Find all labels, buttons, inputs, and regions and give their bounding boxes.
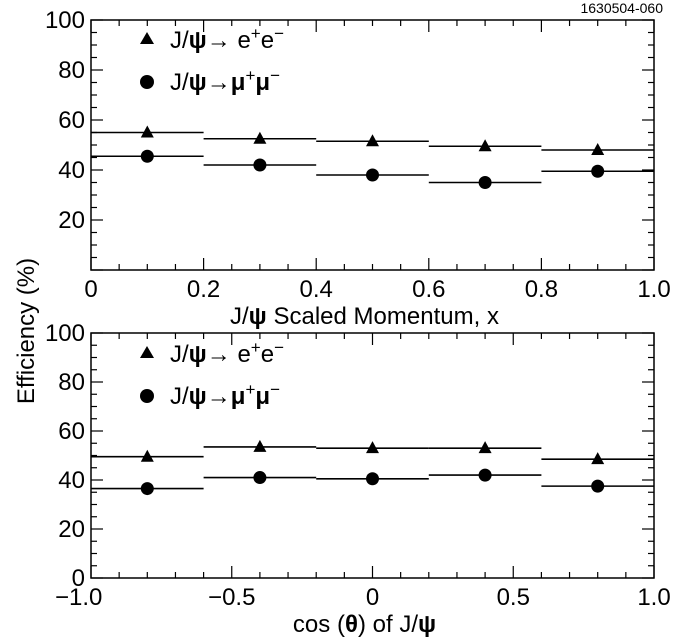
x-tick-label: −1.0 [55,584,102,611]
legend-marker-mumu [140,75,154,89]
y-tick-label: 0 [72,565,85,592]
data-point-ee [253,439,267,452]
x-tick-label: 0.6 [412,276,445,303]
data-point-ee [478,441,492,454]
data-point-ee [140,449,154,462]
y-tick-label: 20 [58,516,85,543]
data-point-ee [140,125,154,138]
x-tick-label: −0.5 [208,584,255,611]
x-axis-title: cos (θ) of J/ψ [293,611,436,638]
y-tick-label: 80 [58,369,85,396]
y-tick-label: 40 [58,467,85,494]
x-axis-title: J/ψ Scaled Momentum, x [230,303,499,330]
legend-marker-ee [140,346,154,358]
data-point-ee [366,441,379,454]
legend-label-mumu: J/ψ→μ+μ− [170,66,280,96]
data-point-mumu [591,164,605,178]
legend-marker-mumu [140,389,154,403]
x-tick-label: 0.8 [525,276,558,303]
x-tick-label: 0.5 [497,584,530,611]
legend-marker-ee [140,32,154,44]
figure-id: 1630504-060 [580,0,663,16]
legend-label-ee: J/ψ→ e+e− [170,24,284,54]
y-tick-label: 20 [58,207,85,234]
x-tick-label: 0 [84,276,97,303]
shared-y-axis-title: Efficiency (%) [13,258,40,404]
data-point-mumu [140,149,154,163]
y-tick-label: 80 [58,57,85,84]
data-point-ee [591,452,605,465]
data-point-ee [366,134,379,147]
data-point-ee [253,131,267,144]
y-tick-label: 60 [58,418,85,445]
data-point-ee [591,143,605,155]
data-point-mumu [478,468,492,482]
top-panel: 0 0.2 0.4 0.6 0.8 1.0 20 40 60 80 100 J/ψ Scaled Mo… [45,7,671,330]
data-point-mumu [253,471,267,485]
x-tick-label: 1.0 [637,584,670,611]
data-point-mumu [591,479,605,493]
y-tick-label: 60 [58,107,85,134]
x-tick-label: 0.4 [300,276,333,303]
y-tick-label: 100 [45,320,85,347]
data-point-mumu [366,472,379,486]
bottom-panel: −1.0 −0.5 0 0.5 1.0 0 20 40 60 80 100 cos (θ) of J/… [45,320,671,638]
data-point-mumu [366,168,379,182]
y-tick-label: 40 [58,157,85,184]
y-tick-label: 100 [45,7,85,34]
x-tick-label: 0.2 [187,276,220,303]
legend-label-ee: J/ψ→ e+e− [170,338,284,368]
data-point-mumu [253,158,267,172]
data-point-mumu [478,176,492,189]
x-tick-label: 1.0 [637,276,670,303]
data-point-ee [478,139,492,152]
plot-frame [90,332,655,579]
legend-label-mumu: J/ψ→μ+μ− [170,380,280,410]
x-tick-label: 0 [366,584,379,611]
data-point-mumu [140,482,154,496]
